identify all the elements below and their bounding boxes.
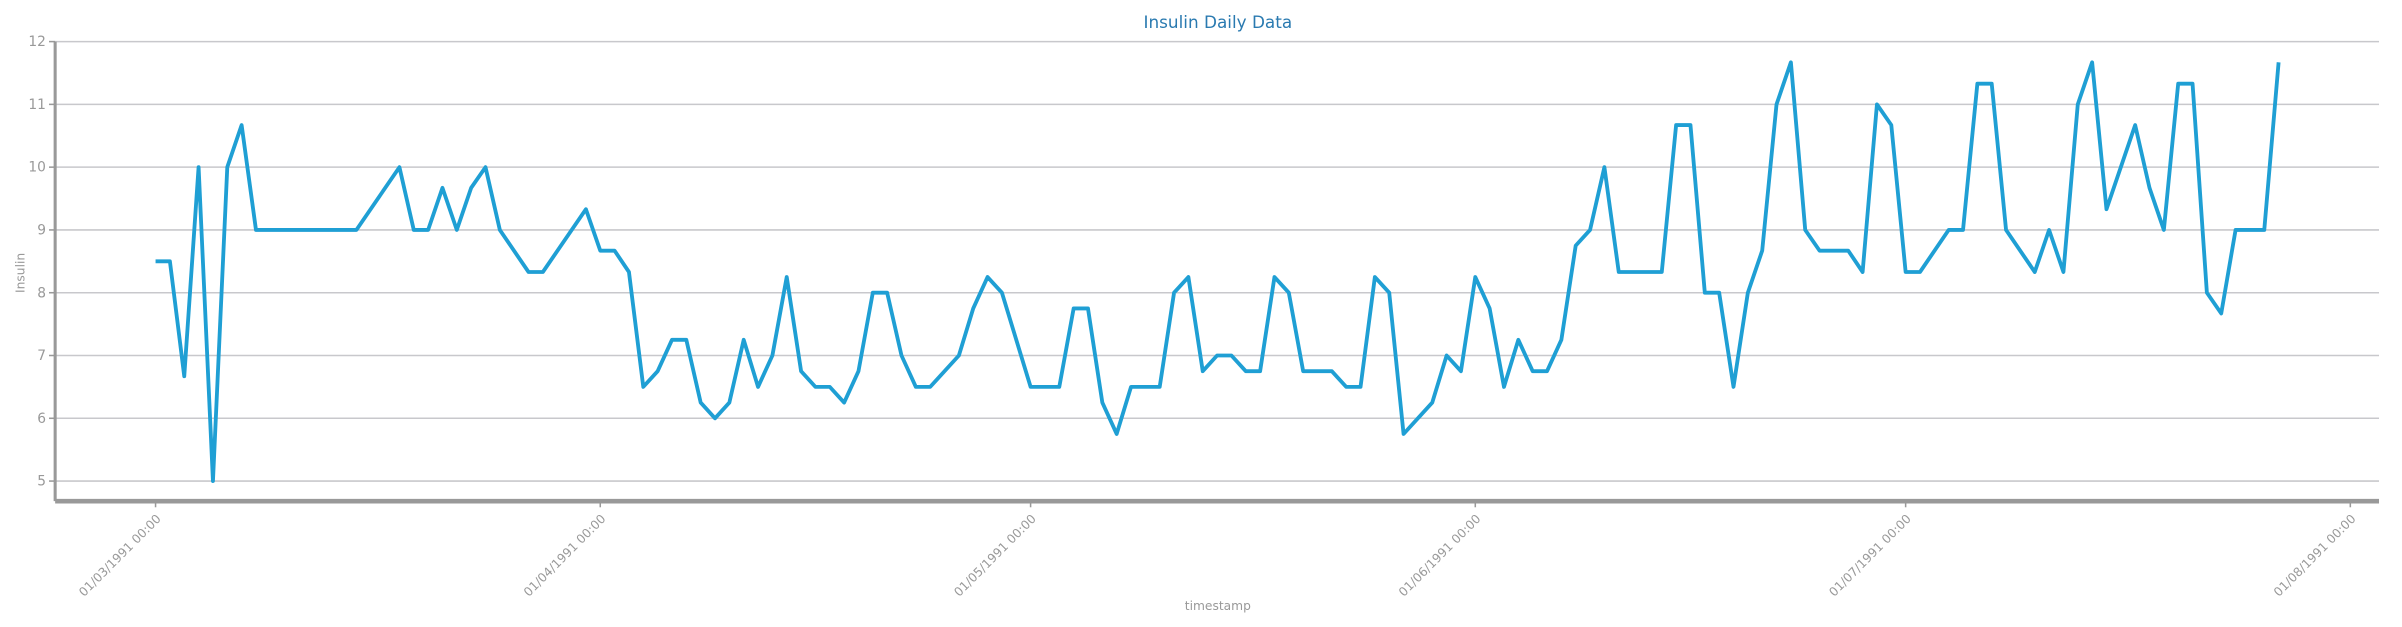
y-tick-label: 5 [37,474,46,490]
y-tick-label: 11 [28,97,46,113]
y-axis-label: Insulin [14,253,28,293]
y-tick-label: 6 [37,411,46,427]
x-axis-label: timestamp [1185,599,1251,613]
y-tick-label: 7 [37,348,46,364]
y-tick-label: 8 [37,285,46,301]
y-tick-label: 9 [37,223,46,239]
y-tick-label: 12 [28,34,46,50]
data-line [155,60,2281,483]
y-tick-label: 10 [28,160,46,176]
chart-title: Insulin Daily Data [1144,12,1293,32]
